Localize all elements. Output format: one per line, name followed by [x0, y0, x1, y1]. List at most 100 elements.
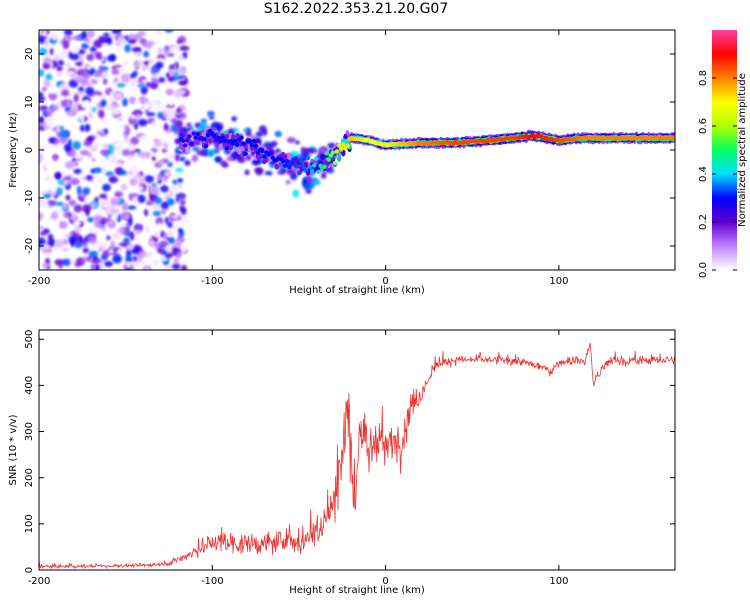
spectrogram-noise-blob: [57, 59, 64, 66]
spectrogram-noise-blob: [152, 79, 161, 84]
spectrogram-noise-blob: [155, 216, 164, 226]
spectrogram-scatter-blob: [207, 110, 215, 117]
spectrogram-noise-blob: [176, 107, 181, 114]
spectrogram-noise-blob: [140, 85, 148, 95]
colorbar-ticks: 0.0 0.2 0.4 0.6 0.8: [698, 70, 737, 278]
spectrogram-noise-blob: [155, 61, 164, 69]
spectrogram-noise-blob: [144, 104, 153, 109]
spectrogram-noise-blob: [143, 208, 149, 217]
spectrogram-ridge-cell: [257, 153, 263, 160]
spectrogram-noise-blob: [161, 148, 168, 153]
spectrogram-noise-blob: [138, 216, 145, 224]
spectrogram-noise-blob: [167, 221, 173, 228]
spectrogram-noise-blob: [118, 169, 127, 176]
x-tick-label: -200: [28, 276, 51, 287]
spectrogram-noise-blob: [147, 58, 154, 64]
spectrogram-noise-blob: [144, 67, 150, 76]
spectrogram-noise-blob: [47, 178, 56, 187]
spectrogram-noise-blob: [103, 260, 114, 267]
spectrogram-noise-blob: [165, 88, 174, 96]
spectrogram-ridge-cell: [305, 155, 311, 161]
spectrogram-noise-blob: [74, 61, 83, 66]
y-tick-label: 0: [24, 147, 35, 153]
spectrogram-scatter-blob: [305, 189, 312, 194]
snr-series-line: [39, 342, 675, 570]
spectrogram-noise-blob: [73, 168, 82, 174]
spectrogram-scatter-blob: [192, 146, 200, 152]
spectrogram-noise-blob: [95, 168, 102, 174]
spectrogram-noise-blob: [114, 77, 119, 82]
spectrogram-noise-blob: [107, 104, 115, 111]
spectrogram-noise-blob: [128, 97, 137, 104]
spectrogram-scatter-blob: [196, 126, 204, 132]
spectrogram-noise-blob: [110, 209, 121, 214]
spectrogram-noise-blob: [116, 83, 126, 88]
spectrogram-noise-blob: [131, 260, 140, 267]
spectrogram-noise-blob: [156, 133, 162, 141]
spectrogram-noise-blob: [94, 51, 100, 60]
snr-frame: [38, 329, 676, 571]
spectrogram-noise-blob: [101, 202, 110, 208]
spectrogram-noise-blob: [39, 231, 47, 236]
spectrogram-noise-blob: [68, 235, 76, 244]
spectrogram-noise-blob: [107, 66, 113, 73]
spectrogram-noise-blob: [133, 122, 139, 130]
spectrogram-noise-blob: [68, 87, 74, 97]
spectrogram-noise-blob: [160, 209, 166, 215]
spectrogram-noise-blob: [179, 199, 186, 206]
spectrogram-noise-blob: [118, 66, 126, 73]
spectrogram-ridge-cell: [239, 135, 244, 140]
spectrogram-scatter-blob: [215, 156, 222, 163]
spectrogram-noise-blob: [39, 142, 43, 148]
spectrogram-noise-blob: [39, 225, 45, 231]
spectrogram-noise-blob: [118, 125, 124, 132]
spectrogram-noise-blob: [112, 254, 123, 264]
spectrogram-ridge-cell: [291, 157, 296, 162]
spectrogram-scatter-blob: [180, 112, 187, 119]
spectrogram-ridge-cell: [243, 151, 248, 156]
spectrogram-scatter-blob: [191, 154, 199, 163]
spectrogram-noise-blob: [63, 179, 70, 186]
spectrogram-noise-blob: [53, 154, 58, 162]
spectrogram-scatter-blob: [213, 147, 220, 154]
spectrogram-noise-blob: [86, 136, 94, 142]
spectrogram-noise-blob: [107, 144, 115, 154]
spectrogram-noise-blob: [89, 46, 97, 53]
spectrogram-noise-blob: [116, 227, 126, 233]
spectrogram-noise-blob: [140, 104, 145, 110]
spectrogram-noise-blob: [56, 65, 63, 72]
spectrogram-noise-blob: [39, 111, 43, 117]
spectrogram-scatter-blob: [255, 167, 264, 176]
spectrogram-scatter-blob: [289, 172, 298, 181]
spectrogram-noise-blob: [43, 56, 52, 65]
spectrogram-noise-blob: [169, 64, 176, 70]
spectrogram-noise-blob: [64, 233, 70, 240]
spectrogram-noise-blob: [129, 78, 138, 87]
spectrogram-noise-blob: [111, 30, 122, 35]
spectrogram-ridge-cell: [341, 142, 346, 147]
spectrogram-noise-blob: [143, 60, 149, 66]
spectrogram-ridge-cell: [289, 160, 294, 165]
spectrogram-scatter-blob: [308, 181, 315, 190]
spectrogram-noise-blob: [151, 32, 158, 38]
spectrogram-ridge-cell: [191, 131, 196, 136]
spectrogram-noise-blob: [173, 72, 179, 78]
spectrogram-ridge-cell: [185, 138, 190, 143]
colorbar-tick-label: 0.8: [698, 70, 709, 86]
spectrogram-noise-blob: [74, 76, 84, 83]
spectrogram-noise-blob: [101, 42, 109, 47]
spectrogram-ridge-cell: [251, 138, 257, 144]
spectrogram-ridge-cell: [274, 163, 279, 170]
spectrogram-noise-blob: [177, 89, 187, 95]
spectrogram-noise-blob: [82, 71, 91, 80]
y-tick-label: 400: [24, 376, 35, 395]
spectrogram-x-axis-label: Height of straight line (km): [289, 285, 425, 296]
spectrogram-noise-blob: [174, 153, 180, 162]
spectrogram-noise-blob: [152, 260, 159, 266]
spectrogram-noise-blob: [44, 163, 55, 169]
spectrogram-noise-blob: [151, 103, 159, 109]
spectrogram-noise-blob: [145, 200, 154, 206]
spectrogram-scatter-blob: [196, 149, 205, 156]
spectrogram-ridge-cell: [260, 149, 265, 154]
